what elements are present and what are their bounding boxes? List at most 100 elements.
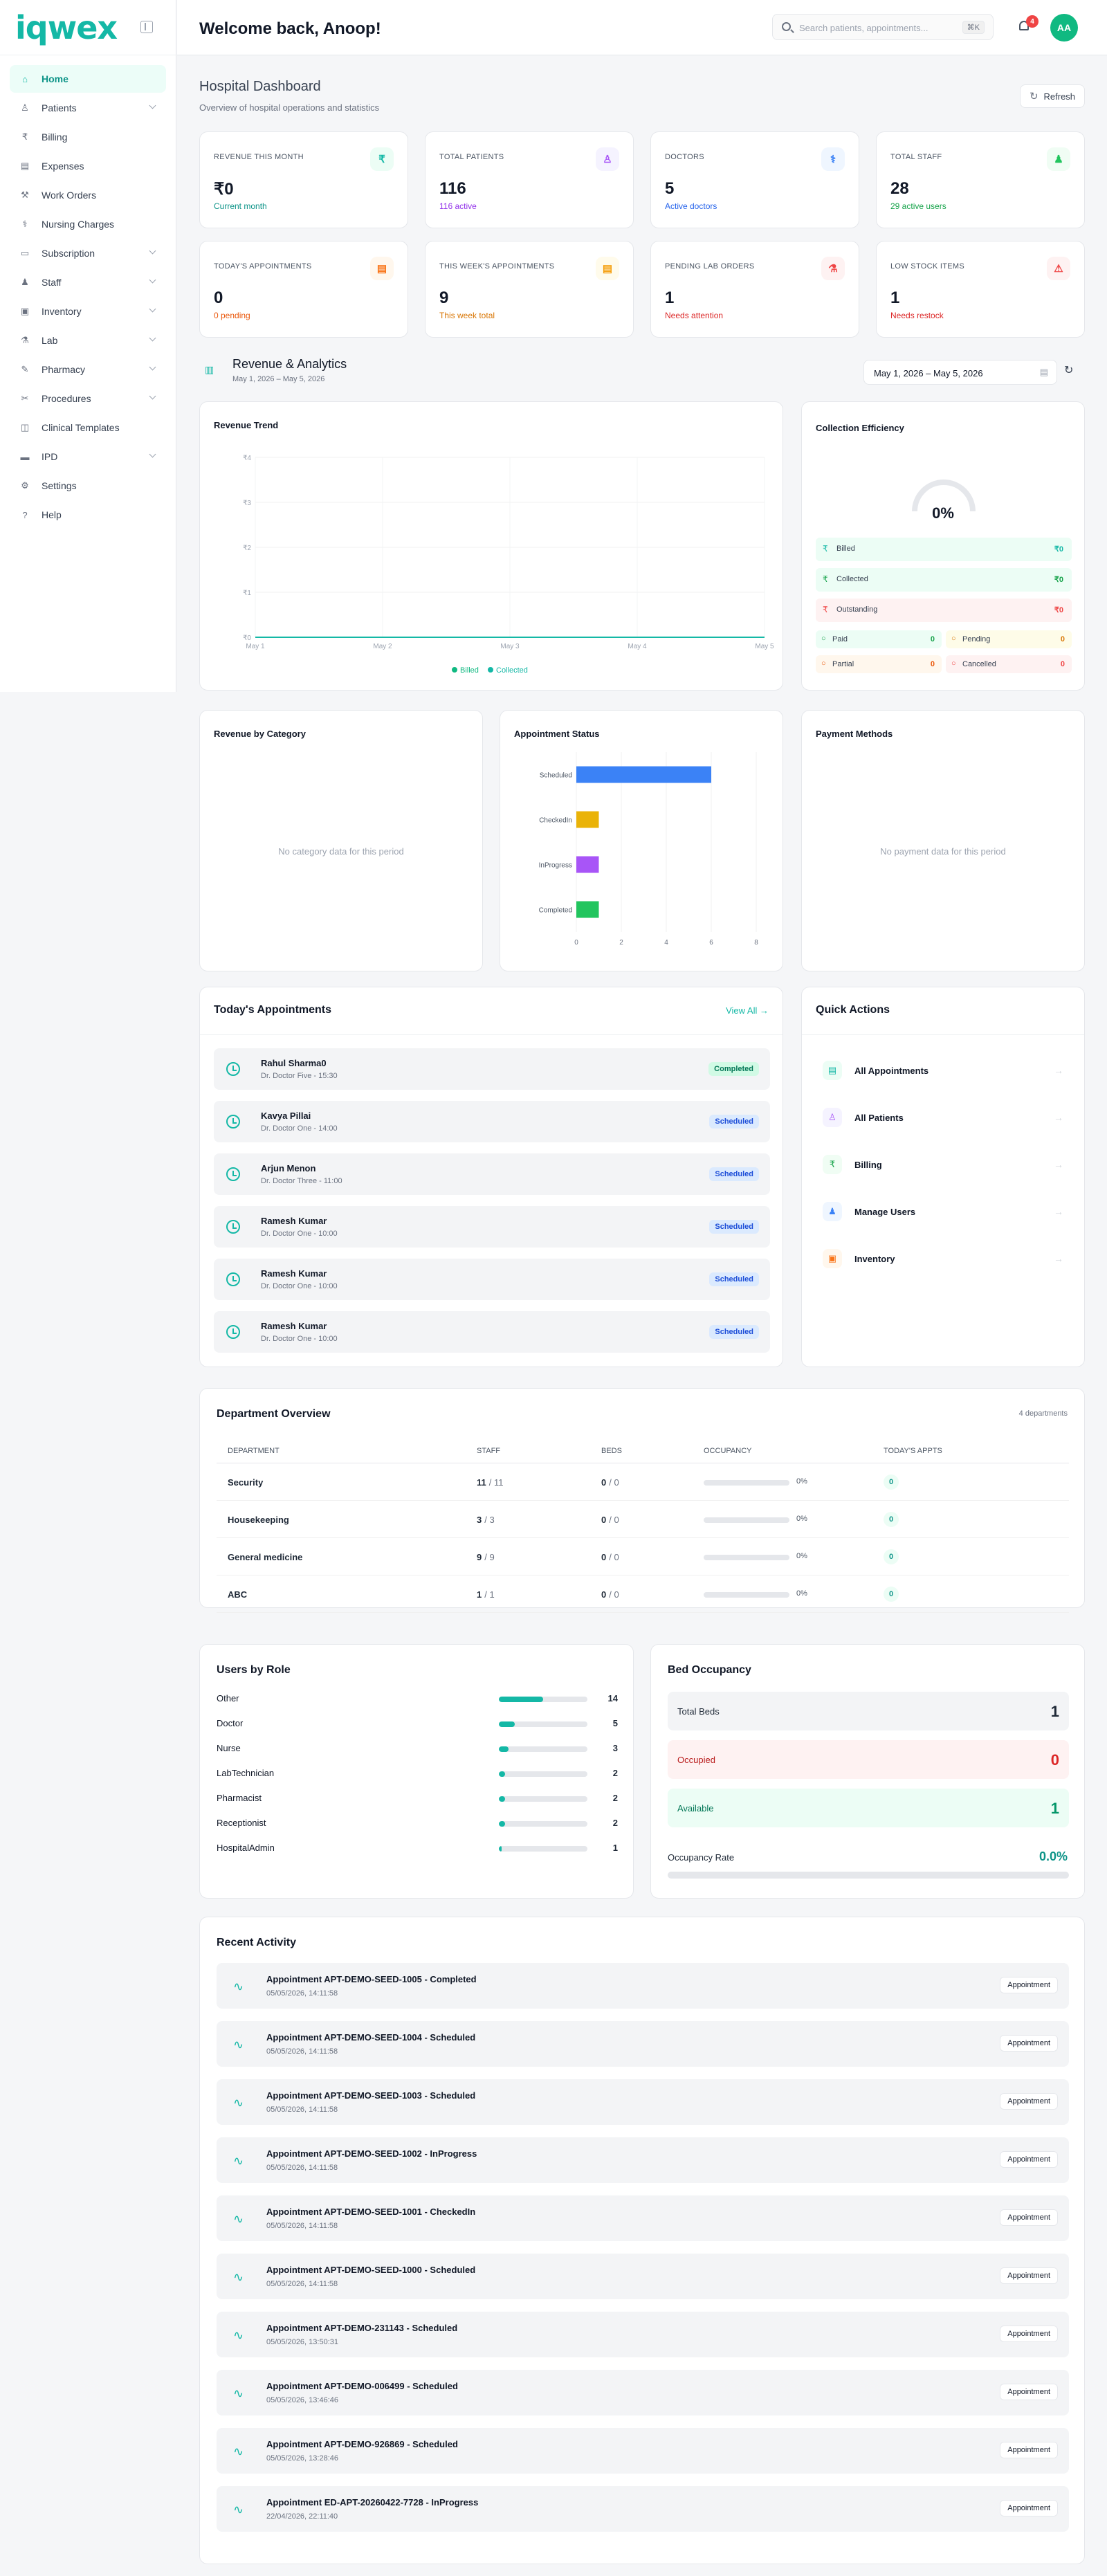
gear-icon: ⚙ [21, 480, 29, 491]
sidebar-item-expenses[interactable]: ▤ Expenses [10, 152, 166, 180]
activity-item[interactable]: ∿ Appointment APT-DEMO-SEED-1002 - InProg… [217, 2137, 1069, 2183]
appointment-item[interactable]: Rahul Sharma0 Dr. Doctor Five - 15:30 Comp… [214, 1048, 770, 1090]
legend-marker [488, 667, 493, 673]
sidebar-item-procedures[interactable]: ✂ Procedures [10, 385, 166, 412]
quick-action-billing[interactable]: ₹ Billing → [816, 1148, 1073, 1181]
quick-actions-card: Quick Actions ▤ All Appointments → ♙ All Pat… [801, 987, 1085, 1367]
role-bar-fill [499, 1821, 505, 1827]
role-row-hospitaladmin: HospitalAdmin 1 [217, 1843, 618, 1867]
appointment-item[interactable]: Ramesh Kumar Dr. Doctor One - 10:00 Schedu… [214, 1311, 770, 1353]
department-beds: 0/ 0 [601, 1589, 619, 1600]
column-header: Occupancy [704, 1447, 752, 1455]
activity-item[interactable]: ∿ Appointment ED-APT-20260422-7728 - InPr… [217, 2486, 1069, 2532]
activity-pulse-icon: ∿ [233, 2212, 244, 2226]
role-name: Receptionist [217, 1818, 266, 1828]
status-chip-value: 0 [930, 660, 935, 668]
pending-lab-orders-icon: ⚗ [821, 257, 845, 280]
efficiency-row-billed: ₹ Billed ₹0 [816, 538, 1072, 561]
role-bar-fill [499, 1846, 502, 1852]
revenue-this-month-icon: ₹ [370, 147, 394, 171]
role-count: 2 [612, 1793, 618, 1803]
sidebar-item-label: Staff [42, 277, 62, 288]
notification-bell-icon[interactable]: 4 [1018, 15, 1039, 32]
sidebar-item-label: Pharmacy [42, 364, 86, 375]
sidebar-item-staff[interactable]: ♟ Staff [10, 268, 166, 296]
users-icon: ♙ [21, 102, 29, 113]
card-icon: ▭ [20, 248, 30, 258]
total-patients-icon: ♙ [596, 147, 619, 171]
sidebar-item-patients[interactable]: ♙ Patients [10, 94, 166, 122]
category-empty: No category data for this period [278, 846, 404, 857]
activity-item[interactable]: ∿ Appointment APT-DEMO-SEED-1001 - Checke… [217, 2195, 1069, 2241]
activity-item[interactable]: ∿ Appointment APT-DEMO-SEED-1005 - Comple… [217, 1963, 1069, 2009]
rupee-icon: ₹ [823, 574, 828, 584]
sidebar-item-pharmacy[interactable]: ✎ Pharmacy [10, 356, 166, 383]
efficiency-title: Collection Efficiency [816, 423, 904, 433]
chevron-down-icon [149, 450, 156, 458]
clock-icon [226, 1220, 240, 1234]
status-chip-label: Paid [832, 635, 848, 643]
appointment-item[interactable]: Arjun Menon Dr. Doctor Three - 11:00 Sched… [214, 1153, 770, 1195]
sidebar-item-inventory[interactable]: ▣ Inventory [10, 298, 166, 325]
department-name: General medicine [228, 1552, 303, 1562]
avatar[interactable]: AA [1050, 14, 1078, 42]
appointment-status-chart: 0 2 4 6 8 Scheduled CheckedIn InProgress Complet… [539, 752, 758, 947]
column-header: Staff [477, 1447, 501, 1455]
bed-icon: ▬ [20, 451, 30, 462]
quick-action-all-patients[interactable]: ♙ All Patients → [816, 1101, 1073, 1134]
collapse-sidebar-icon[interactable] [140, 21, 153, 33]
status-chip-cancelled: ○ Cancelled 0 [946, 655, 1072, 673]
view-all-link[interactable]: View All → [726, 1005, 769, 1016]
sidebar-item-billing[interactable]: ₹ Billing [10, 123, 166, 151]
stat-value: 116 [439, 179, 466, 198]
activity-title: Appointment APT-DEMO-231143 - Scheduled [266, 2323, 458, 2333]
bed-occupancy-title: Bed Occupancy [668, 1664, 751, 1676]
sidebar-item-subscription[interactable]: ▭ Subscription [10, 239, 166, 267]
role-bar [499, 1697, 587, 1702]
quick-action-manage-users[interactable]: ♟ Manage Users → [816, 1195, 1073, 1228]
sidebar-item-home[interactable]: ⌂ Home [10, 65, 166, 93]
sidebar-item-work-orders[interactable]: ⚒ Work Orders [10, 181, 166, 209]
status-chip-paid: ○ Paid 0 [816, 630, 942, 648]
activity-item[interactable]: ∿ Appointment APT-DEMO-SEED-1000 - Schedu… [217, 2254, 1069, 2299]
total-beds-row: Total Beds 1 [668, 1692, 1069, 1730]
sidebar-item-help[interactable]: ? Help [10, 501, 166, 529]
refresh-button[interactable]: ↻ Refresh [1020, 84, 1085, 108]
appointment-item[interactable]: Kavya Pillai Dr. Doctor One - 14:00 Schedu… [214, 1101, 770, 1142]
quick-action-all-appointments[interactable]: ▤ All Appointments → [816, 1054, 1073, 1087]
activity-type-badge: Appointment [1000, 2267, 1058, 2284]
activity-item[interactable]: ∿ Appointment APT-DEMO-926869 - Scheduled… [217, 2428, 1069, 2474]
clock-icon [226, 1325, 240, 1339]
partial-icon: ○ [821, 659, 826, 668]
sidebar-item-lab[interactable]: ⚗ Lab [10, 327, 166, 354]
y-tick-label: ₹2 [243, 545, 251, 552]
role-row-nurse: Nurse 3 [217, 1743, 618, 1768]
search-input[interactable]: Search patients, appointments... ⌘K [772, 14, 994, 40]
quick-action-inventory[interactable]: ▣ Inventory → [816, 1242, 1073, 1275]
department-overview-card: Department Overview 4 departments Depart… [199, 1388, 1085, 1613]
sidebar-item-settings[interactable]: ⚙ Settings [10, 472, 166, 500]
activity-item[interactable]: ∿ Appointment APT-DEMO-231143 - Scheduled… [217, 2312, 1069, 2357]
department-staff: 1/ 1 [477, 1589, 495, 1600]
sidebar-item-clinical-templates[interactable]: ◫ Clinical Templates [10, 414, 166, 441]
billing-icon: ₹ [823, 1155, 842, 1174]
todays-appts-badge: 0 [884, 1512, 899, 1527]
appointment-item[interactable]: Ramesh Kumar Dr. Doctor One - 10:00 Schedu… [214, 1259, 770, 1300]
appointment-item[interactable]: Ramesh Kumar Dr. Doctor One - 10:00 Schedu… [214, 1206, 770, 1248]
date-range-picker[interactable]: May 1, 2026 – May 5, 2026 ▤ [863, 360, 1057, 385]
sidebar-item-nursing-charges[interactable]: ⚕ Nursing Charges [10, 210, 166, 238]
template-icon: ◫ [20, 422, 30, 432]
activity-item[interactable]: ∿ Appointment APT-DEMO-SEED-1004 - Schedu… [217, 2021, 1069, 2067]
activity-date: 05/05/2026, 14:11:58 [266, 1989, 338, 1998]
activity-item[interactable]: ∿ Appointment APT-DEMO-SEED-1003 - Schedu… [217, 2079, 1069, 2125]
sidebar-item-ipd[interactable]: ▬ IPD [10, 443, 166, 471]
page-subtitle: Overview of hospital operations and stat… [199, 102, 380, 113]
sidebar-item-label: Work Orders [42, 190, 97, 201]
revenue-trend-card: Revenue Trend ₹4 ₹3 ₹2 ₹1 ₹0 May 1 May 2 May 3 M… [199, 401, 783, 691]
activity-type-badge: Appointment [1000, 1977, 1058, 1993]
sidebar: iqwex ⌂ Home ♙ Patients ₹ Billing ▤ Expenses ⚒ Wo… [0, 0, 176, 692]
reload-icon[interactable]: ↻ [1064, 365, 1074, 376]
activity-pulse-icon: ∿ [233, 2386, 244, 2400]
activity-item[interactable]: ∿ Appointment APT-DEMO-006499 - Scheduled… [217, 2370, 1069, 2415]
role-bar [499, 1746, 587, 1752]
